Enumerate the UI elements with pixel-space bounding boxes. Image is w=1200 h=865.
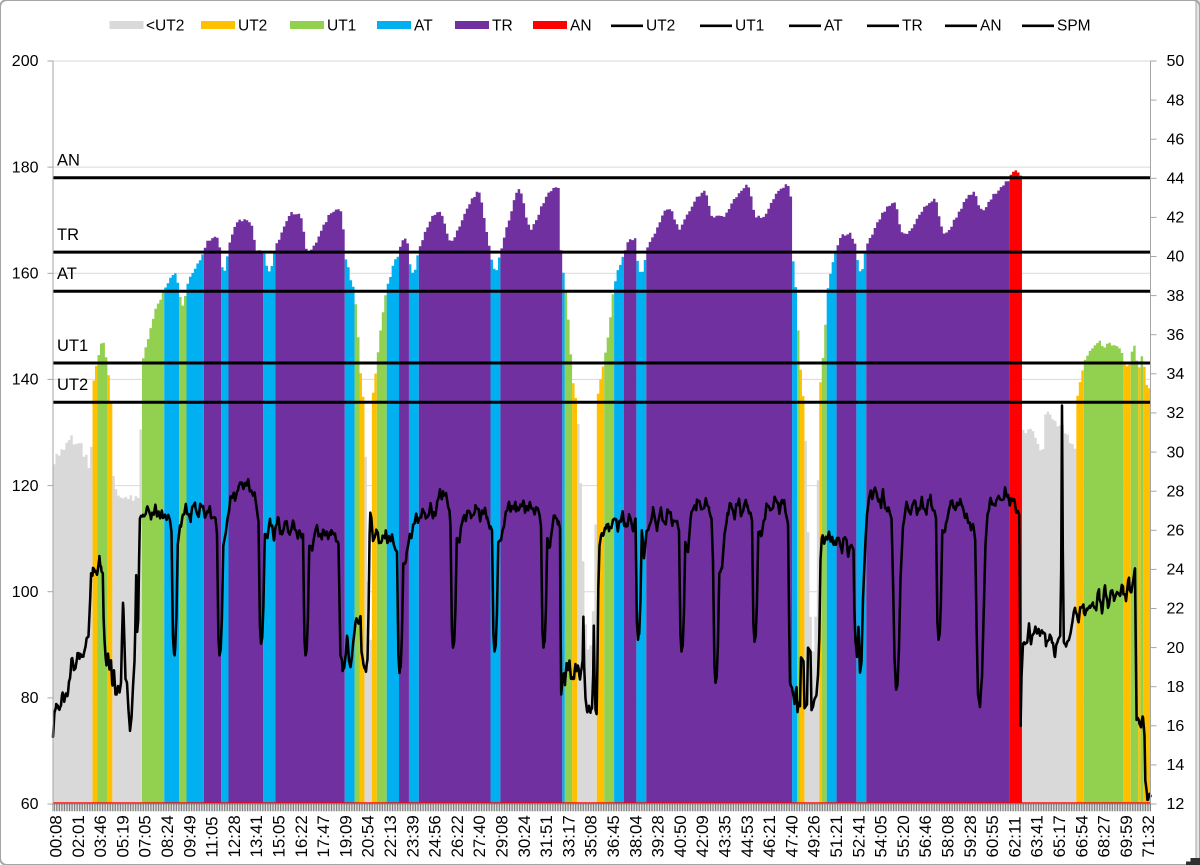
svg-text:22:13: 22:13: [381, 815, 400, 857]
svg-text:12:28: 12:28: [225, 815, 244, 857]
svg-text:48: 48: [1167, 92, 1185, 109]
svg-text:UT1: UT1: [735, 17, 764, 34]
svg-text:50: 50: [1167, 53, 1185, 70]
svg-text:44:53: 44:53: [738, 815, 757, 857]
svg-text:16:22: 16:22: [292, 815, 311, 857]
svg-text:56:46: 56:46: [916, 815, 935, 857]
svg-text:03:46: 03:46: [91, 815, 110, 857]
svg-text:AN: AN: [570, 17, 592, 34]
svg-text:63:41: 63:41: [1028, 815, 1047, 857]
svg-text:UT2: UT2: [646, 17, 675, 34]
svg-text:65:17: 65:17: [1050, 815, 1069, 857]
svg-text:18: 18: [1167, 679, 1185, 696]
svg-text:SPM: SPM: [1057, 17, 1091, 34]
svg-text:47:40: 47:40: [782, 815, 801, 857]
svg-text:60: 60: [21, 796, 39, 813]
svg-text:140: 140: [12, 372, 39, 389]
svg-text:24: 24: [1167, 562, 1185, 579]
svg-text:26: 26: [1167, 523, 1185, 540]
svg-text:46:21: 46:21: [760, 815, 779, 857]
svg-text:<UT2: <UT2: [146, 17, 184, 34]
svg-text:AT: AT: [824, 17, 843, 34]
svg-text:00:08: 00:08: [47, 815, 66, 857]
svg-text:17:47: 17:47: [314, 815, 333, 857]
svg-text:100: 100: [12, 584, 39, 601]
svg-text:UT2: UT2: [238, 17, 267, 34]
svg-text:20:54: 20:54: [359, 815, 378, 857]
svg-text:33:17: 33:17: [559, 815, 578, 857]
svg-text:51:21: 51:21: [827, 815, 846, 857]
svg-text:42: 42: [1167, 210, 1185, 227]
svg-text:49:26: 49:26: [805, 815, 824, 857]
svg-text:30: 30: [1167, 444, 1185, 461]
svg-text:120: 120: [12, 478, 39, 495]
svg-text:11:05: 11:05: [203, 816, 222, 857]
svg-text:02:01: 02:01: [69, 815, 88, 857]
svg-text:UT1: UT1: [57, 337, 88, 355]
svg-text:54:05: 54:05: [872, 815, 891, 857]
svg-text:200: 200: [12, 53, 39, 70]
svg-text:AN: AN: [57, 152, 80, 170]
svg-text:69:59: 69:59: [1117, 815, 1136, 857]
svg-text:58:08: 58:08: [939, 815, 958, 857]
svg-text:46: 46: [1167, 131, 1185, 148]
svg-text:55:20: 55:20: [894, 815, 913, 857]
svg-text:05:19: 05:19: [113, 815, 132, 857]
svg-text:38:04: 38:04: [626, 815, 645, 857]
svg-text:80: 80: [21, 690, 39, 707]
svg-text:66:54: 66:54: [1072, 815, 1091, 857]
svg-text:TR: TR: [492, 17, 513, 34]
svg-text:44: 44: [1167, 171, 1185, 188]
svg-text:28: 28: [1167, 483, 1185, 500]
svg-text:09:49: 09:49: [180, 815, 199, 857]
svg-text:38: 38: [1167, 288, 1185, 305]
svg-text:20: 20: [1167, 640, 1185, 657]
svg-text:36:45: 36:45: [604, 815, 623, 857]
svg-text:26:22: 26:22: [448, 815, 467, 857]
svg-text:30:24: 30:24: [515, 815, 534, 857]
svg-text:71:32: 71:32: [1139, 815, 1158, 857]
svg-text:39:28: 39:28: [649, 815, 668, 857]
svg-text:TR: TR: [902, 17, 923, 34]
svg-text:52:41: 52:41: [849, 815, 868, 857]
svg-text:19:09: 19:09: [336, 815, 355, 857]
svg-text:29:08: 29:08: [493, 815, 512, 857]
svg-text:36: 36: [1167, 327, 1185, 344]
svg-text:AN: AN: [980, 17, 1002, 34]
svg-text:AT: AT: [414, 17, 433, 34]
svg-text:07:05: 07:05: [136, 815, 155, 857]
svg-text:14: 14: [1167, 757, 1185, 774]
svg-text:23:39: 23:39: [403, 815, 422, 857]
svg-text:160: 160: [12, 266, 39, 283]
svg-text:AT: AT: [57, 265, 77, 283]
svg-text:27:40: 27:40: [470, 815, 489, 857]
svg-text:UT2: UT2: [57, 376, 88, 394]
svg-text:32: 32: [1167, 405, 1185, 422]
svg-text:42:09: 42:09: [693, 815, 712, 857]
svg-text:40: 40: [1167, 249, 1185, 266]
svg-text:TR: TR: [57, 226, 79, 244]
svg-text:13:41: 13:41: [247, 815, 266, 857]
svg-text:22: 22: [1167, 601, 1185, 618]
svg-text:35:08: 35:08: [582, 815, 601, 857]
svg-text:180: 180: [12, 159, 39, 176]
svg-text:34: 34: [1167, 366, 1185, 383]
svg-text:59:28: 59:28: [961, 815, 980, 857]
svg-text:UT1: UT1: [327, 17, 356, 34]
svg-text:16: 16: [1167, 718, 1185, 735]
svg-text:62:11: 62:11: [1005, 816, 1024, 857]
svg-text:12: 12: [1167, 796, 1185, 813]
svg-text:43:35: 43:35: [716, 815, 735, 857]
svg-text:60:55: 60:55: [983, 815, 1002, 857]
svg-text:15:05: 15:05: [270, 815, 289, 857]
svg-text:68:27: 68:27: [1095, 815, 1114, 857]
svg-text:40:50: 40:50: [671, 815, 690, 857]
svg-text:08:24: 08:24: [158, 815, 177, 857]
svg-text:31:51: 31:51: [537, 815, 556, 857]
svg-text:24:56: 24:56: [426, 815, 445, 857]
